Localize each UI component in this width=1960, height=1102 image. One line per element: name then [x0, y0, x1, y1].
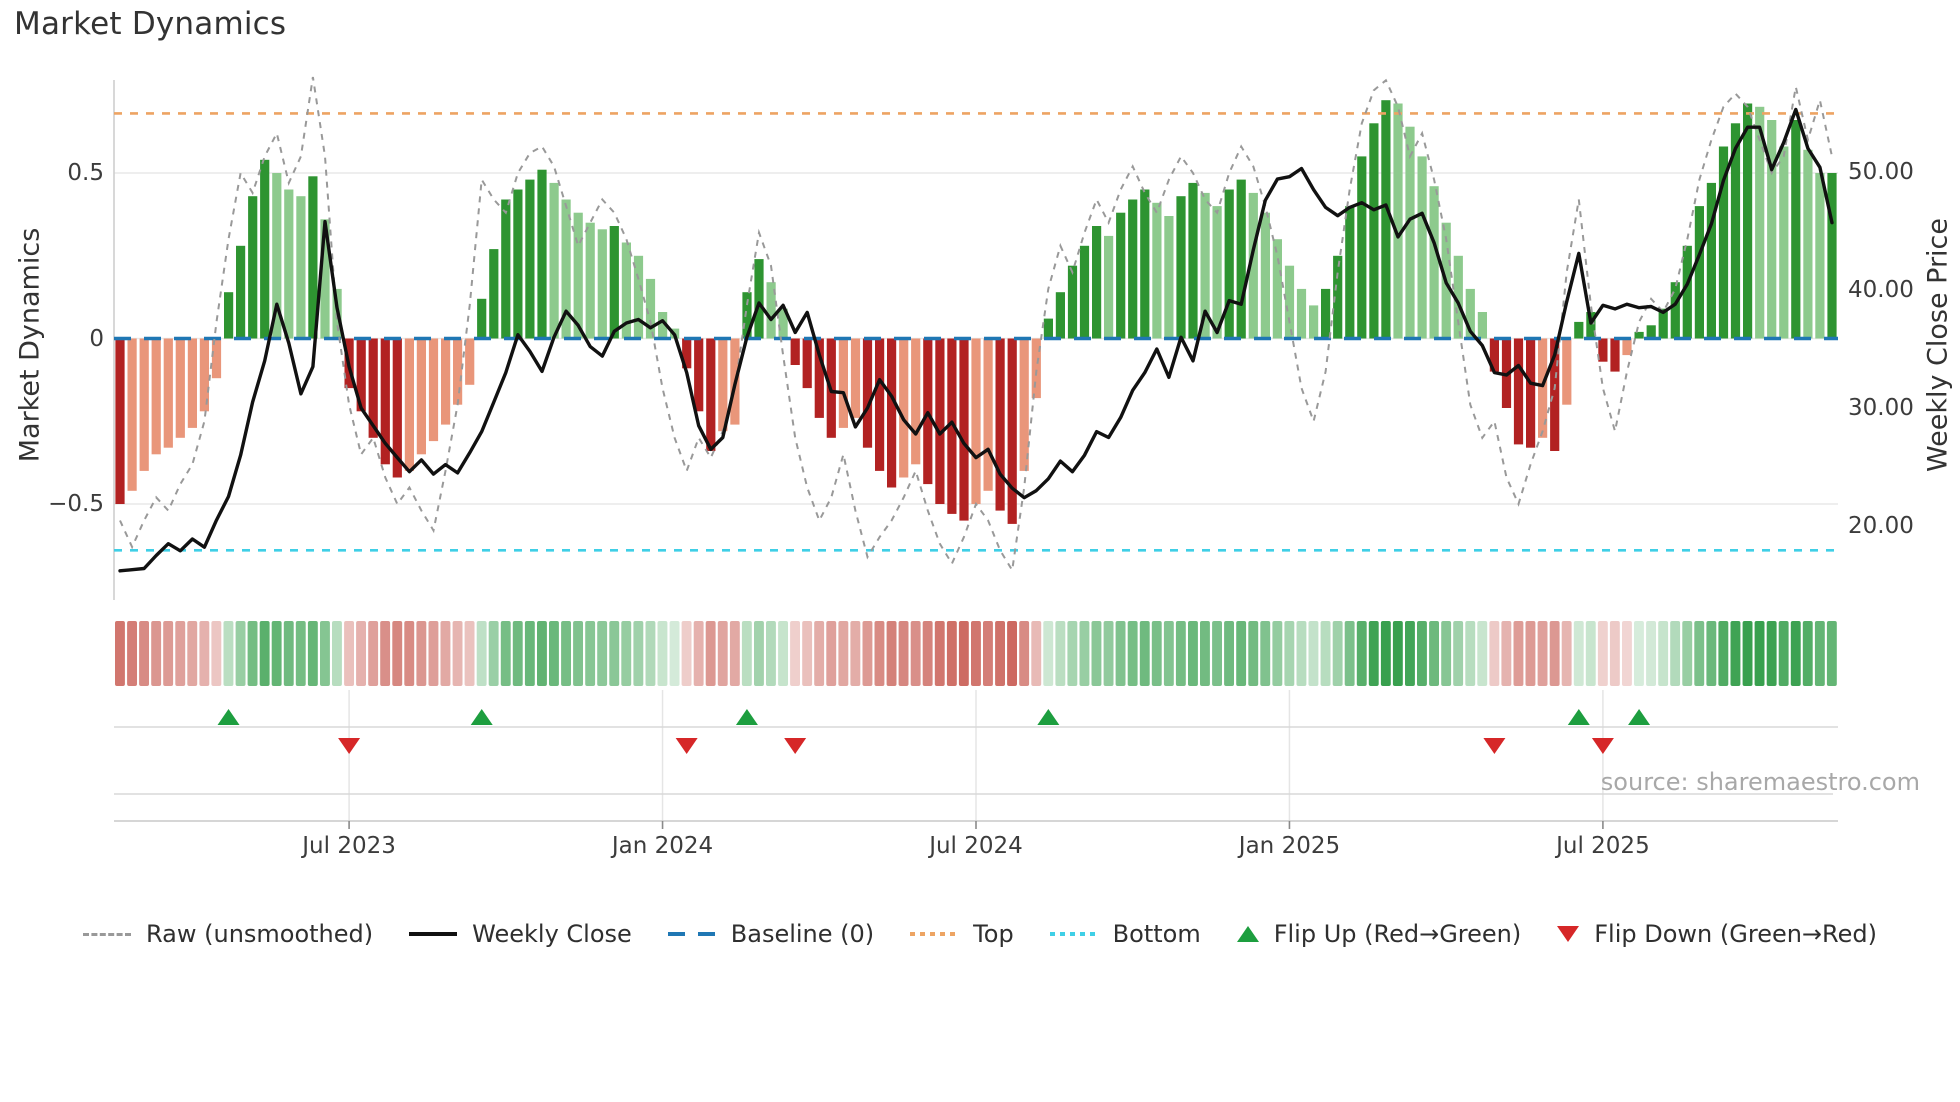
legend: Raw (unsmoothed) Weekly Close Baseline (… — [0, 920, 1960, 948]
legend-item-baseline: Baseline (0) — [667, 920, 874, 948]
left-tick-neg0_5: −0.5 — [48, 491, 104, 517]
right-axis-title: Weekly Close Price — [1922, 217, 1954, 473]
x-tick-jan-2025: Jan 2025 — [1238, 833, 1341, 859]
x-tick-jul-2025: Jul 2025 — [1556, 833, 1650, 859]
raw-line — [119, 76, 1833, 574]
weekly-close-line-swatch — [409, 932, 458, 936]
right-tick-50: 50.00 — [1848, 159, 1914, 185]
raw-dashed-line-swatch — [83, 932, 131, 936]
momentum-heatmap — [115, 621, 1837, 686]
source-credit: source: sharemaestro.com — [1600, 768, 1920, 796]
top-dotted-swatch — [910, 932, 959, 936]
right-tick-40: 40.00 — [1848, 277, 1914, 303]
x-tick-jan-2024: Jan 2024 — [611, 833, 714, 859]
left-tick-0_5: 0.5 — [67, 160, 104, 186]
oscillator-bars — [115, 100, 1837, 524]
x-tick-jul-2023: Jul 2023 — [302, 833, 396, 859]
x-tick-jul-2024: Jul 2024 — [929, 833, 1023, 859]
baseline-dash-swatch — [667, 932, 716, 936]
flip-down-triangle-icon — [1557, 926, 1580, 942]
legend-item-flip-down: Flip Down (Green→Red) — [1557, 920, 1877, 948]
flip-markers — [114, 690, 1838, 821]
flip-up-triangle-icon — [1236, 926, 1259, 942]
x-axis — [114, 820, 1838, 829]
legend-item-weekly-close: Weekly Close — [409, 920, 632, 948]
bottom-dotted-swatch — [1049, 932, 1098, 936]
right-tick-20: 20.00 — [1848, 513, 1914, 539]
legend-item-raw: Raw (unsmoothed) — [83, 920, 373, 948]
weekly-close-line — [118, 107, 1834, 573]
legend-item-flip-up: Flip Up (Red→Green) — [1236, 920, 1521, 948]
legend-item-bottom: Bottom — [1049, 920, 1201, 948]
legend-item-top: Top — [910, 920, 1014, 948]
right-tick-30: 30.00 — [1848, 395, 1914, 421]
left-tick-0: 0 — [89, 325, 104, 352]
page-title: Market Dynamics — [14, 6, 287, 42]
